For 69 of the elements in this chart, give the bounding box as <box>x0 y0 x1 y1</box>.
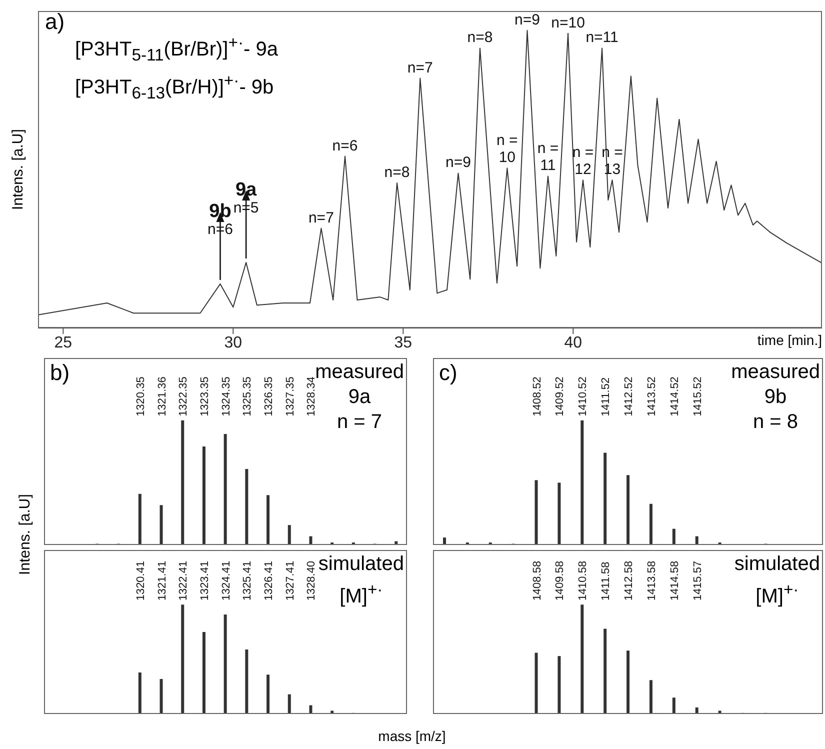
x-tick-label: 1410.52 <box>577 376 590 416</box>
annotation: n=7 <box>308 209 334 226</box>
x-tick-label: 1414.52 <box>668 376 681 416</box>
x-tick-label: 1409.58 <box>554 560 566 601</box>
x-tick-label: 1322.35 <box>178 376 190 416</box>
text: 9b <box>764 385 787 410</box>
annotation: n=9 <box>445 154 471 172</box>
x-tick-label: 1322.41 <box>178 560 190 601</box>
chart-title: b) <box>50 360 70 386</box>
annotation: n = 10 <box>496 132 518 166</box>
annotation: n=8 <box>467 29 493 46</box>
chart-title: a) <box>45 9 65 35</box>
annotation: n=7 <box>407 59 433 76</box>
x-tick-label: 1412.52 <box>623 376 636 416</box>
annotation: [M]$^{+·}$ <box>756 579 799 610</box>
x-tick-label: 25 <box>54 334 72 352</box>
text: measured <box>731 360 820 385</box>
x-tick-label: 1325.35 <box>242 376 254 416</box>
x-tick-label: 1415.52 <box>692 376 704 416</box>
annotation: n=8 <box>384 164 410 182</box>
x-tick-label: 1328.34 <box>306 376 318 416</box>
annotation: [P3HT$_{5-11}$(Br/Br)]$^{+·}$- 9a <box>75 33 278 66</box>
x-tick-label: 1327.41 <box>284 560 296 601</box>
x-tick-label: 35 <box>394 334 412 352</box>
x-tick-label: 1409.52 <box>554 376 566 416</box>
x-tick-label: 1414.58 <box>668 560 681 601</box>
x-tick-label: 1328.40 <box>306 560 318 601</box>
x-tick-label: 1324.35 <box>220 376 232 416</box>
annotation: n=10 <box>551 14 585 32</box>
x-tick-label: 1326.35 <box>263 376 276 416</box>
x-tick-label: 1321.41 <box>156 560 168 601</box>
x-tick-label: 1320.35 <box>134 376 147 416</box>
x-tick-label: 1321.36 <box>156 376 168 416</box>
x-tick-label: 1323.35 <box>198 376 211 416</box>
x-tick-label: 1408.52 <box>531 376 544 416</box>
x-tick-label: 1324.41 <box>220 560 232 601</box>
x-tick-label: 1413.58 <box>646 560 658 601</box>
annotation: n = 8 <box>753 410 798 435</box>
x-tick-label: 1327.35 <box>284 376 296 416</box>
annotation: n=9 <box>514 11 540 28</box>
x-tick-label: 1413.52 <box>646 376 658 416</box>
annotation: [P3HT$_{6-13}$(Br/H)]$^{+·}$- 9b <box>75 71 274 104</box>
x-tick-label: 1412.58 <box>623 560 636 601</box>
text: measured <box>315 360 404 385</box>
x-tick-label: 1320.41 <box>134 560 147 601</box>
y-axis-title: Intens. [a.U] <box>16 493 34 577</box>
annotation: n = 12 <box>572 144 594 178</box>
x-tick-label: 1410.58 <box>577 560 590 601</box>
chart-title: c) <box>439 360 458 386</box>
x-tick-label: 1408.58 <box>531 560 544 601</box>
x-tick-label: 1325.41 <box>242 560 254 601</box>
text: 9a <box>348 385 371 410</box>
x-tick-label: 1411.58 <box>600 562 612 601</box>
text: simulated <box>734 552 820 577</box>
x-tick-label: 40 <box>564 334 582 352</box>
x-axis-title: time [min.] <box>757 332 822 348</box>
y-axis-title: Intens. [a.U] <box>10 128 26 212</box>
text: simulated <box>318 552 404 577</box>
annotation: n = 11 <box>537 140 559 174</box>
annotation: [M]$^{+·}$ <box>340 579 383 610</box>
annotation: n=11 <box>586 29 618 46</box>
x-tick-label: 1411.52 <box>600 377 612 416</box>
annotation: n=6 <box>332 137 358 154</box>
x-axis-title: mass [m/z] <box>377 728 447 744</box>
x-tick-label: 30 <box>224 334 242 352</box>
x-tick-label: 1326.41 <box>263 560 276 601</box>
x-tick-label: 1415.57 <box>692 560 704 601</box>
annotation: n = 7 <box>337 410 382 435</box>
x-tick-label: 1323.41 <box>198 560 211 601</box>
